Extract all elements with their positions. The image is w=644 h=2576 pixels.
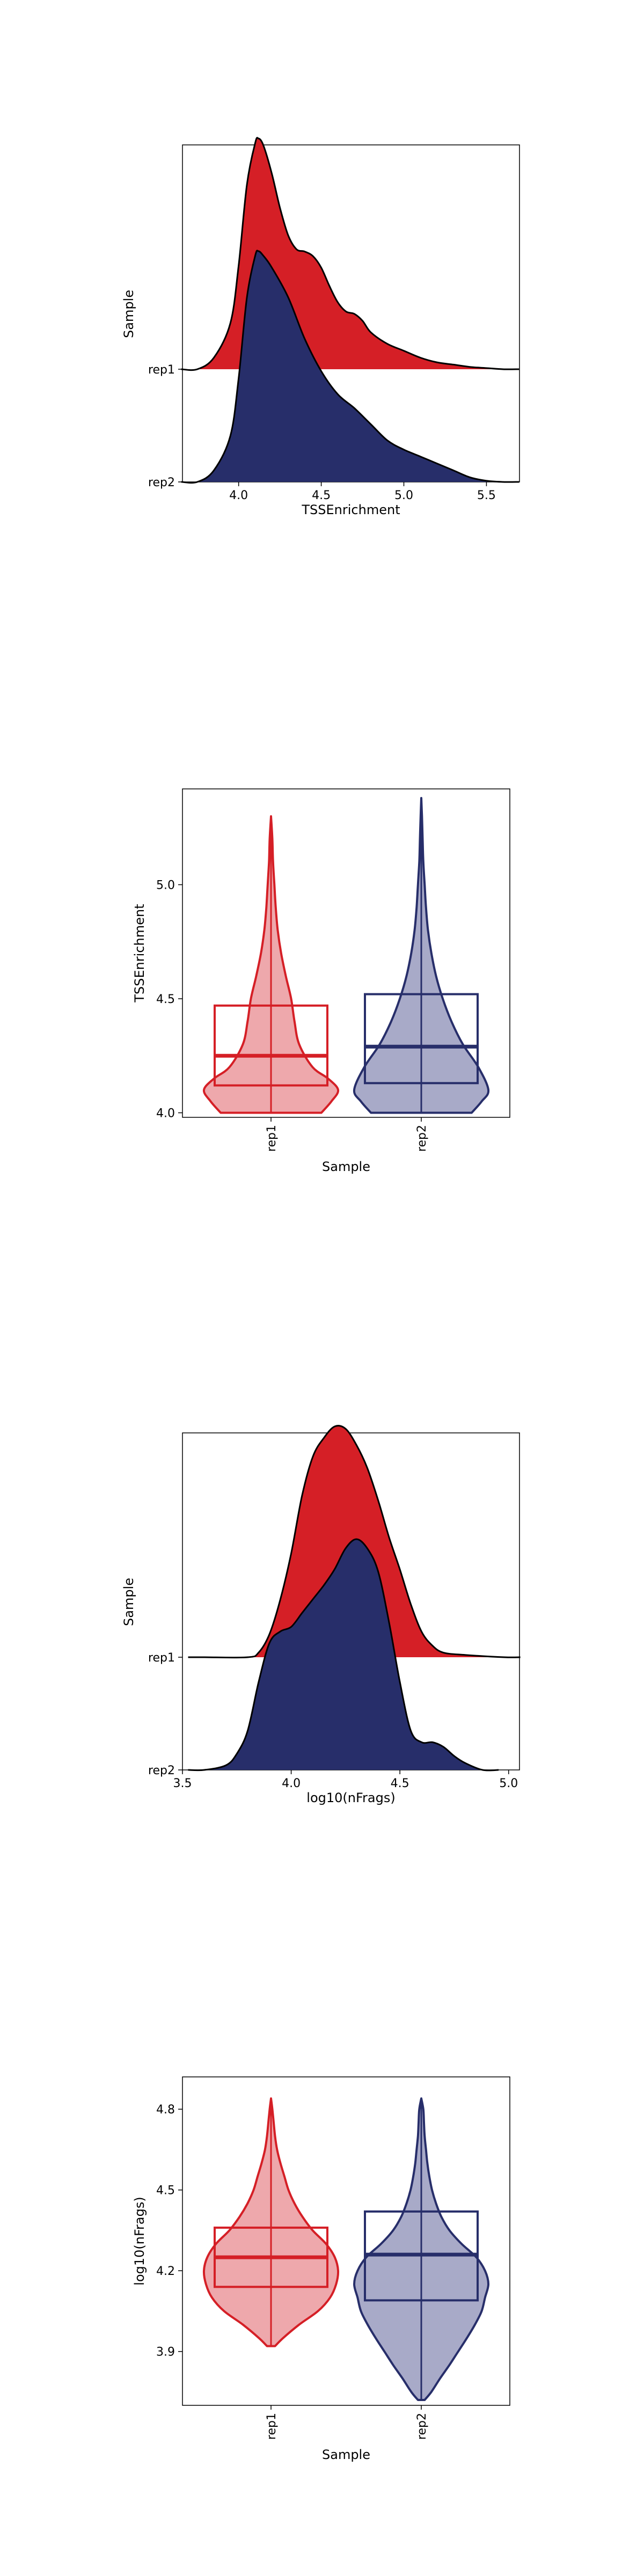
chart3-y-tick-label-3: 4.8 xyxy=(156,2103,175,2117)
chart0-x-tick-label-3: 5.5 xyxy=(477,489,496,502)
chart1-y-tick-label-2: 5.0 xyxy=(156,879,175,892)
chart0-x-axis-title: TSSEnrichment xyxy=(301,502,400,517)
chart0-x-tick-label-1: 4.5 xyxy=(312,489,331,502)
chart3-y-axis-title: log10(nFrags) xyxy=(132,2197,147,2285)
chart1-x-axis-title: Sample xyxy=(322,1159,370,1174)
chart0-y-axis-title: Sample xyxy=(121,290,136,338)
chart0-x-tick-label-0: 4.0 xyxy=(229,489,248,502)
tss-violin-svg: 4.0 4.5 5.0 rep1 rep2 Sample TSSEnrichment xyxy=(132,788,510,1174)
chart1-plot-frame xyxy=(182,788,510,1118)
chart1-box-rep2 xyxy=(364,993,479,1085)
tss-ridgeline-svg: 4.0 4.5 5.0 5.5 rep1 rep2 TSSEnrichment Sample xyxy=(121,137,520,517)
chart3-y-tick-label-2: 4.5 xyxy=(156,2184,175,2198)
chart1-y-tick-label-1: 4.5 xyxy=(156,993,175,1006)
chart2-y-tick-label-rep2: rep2 xyxy=(148,1764,175,1777)
chart1-x-tick-label-rep2: rep2 xyxy=(415,1125,429,1152)
chart0-ridge-fill-rep2 xyxy=(197,250,503,482)
chart2-x-axis-title: log10(nFrags) xyxy=(306,1790,395,1805)
chart0-ridge-outline-rep1 xyxy=(181,137,519,371)
chart-tss-violin: 4.0 4.5 5.0 rep1 rep2 Sample TSSEnrichment xyxy=(0,644,644,1288)
chart2-ridge-outline-rep2 xyxy=(188,1538,499,1772)
nfrags-ridgeline-svg: 3.5 4.0 4.5 5.0 rep1 rep2 log10(nFrags) Sample xyxy=(121,1425,521,1805)
chart3-x-tick-label-rep2: rep2 xyxy=(415,2413,429,2440)
chart3-x-tick-label-rep1: rep1 xyxy=(265,2413,279,2440)
chart2-y-axis-title: Sample xyxy=(121,1578,136,1626)
nfrags-violin-svg: 3.9 4.2 4.5 4.8 rep1 rep2 Sample log10(nFrags) xyxy=(132,2076,510,2462)
chart2-x-tick-label-2: 4.5 xyxy=(391,1777,409,1790)
chart-nfrags-ridgeline: 3.5 4.0 4.5 5.0 rep1 rep2 log10(nFrags) Sample xyxy=(0,1288,644,1932)
chart0-y-tick-label-rep2: rep2 xyxy=(148,476,175,489)
chart-nfrags-violin: 3.9 4.2 4.5 4.8 rep1 rep2 Sample log10(nFrags) xyxy=(0,1932,644,2576)
chart3-y-tick-label-0: 3.9 xyxy=(156,2346,175,2359)
chart1-box-rep1 xyxy=(214,1004,328,1087)
chart0-y-tick-label-rep1: rep1 xyxy=(148,363,175,377)
chart2-x-tick-label-1: 4.0 xyxy=(282,1777,301,1790)
chart-tss-ridgeline: 4.0 4.5 5.0 5.5 rep1 rep2 TSSEnrichment Sample xyxy=(0,0,644,644)
chart1-y-axis-title: TSSEnrichment xyxy=(132,904,147,1002)
chart0-ridge-outline-rep2 xyxy=(181,250,519,484)
chart2-x-tick-label-3: 5.0 xyxy=(499,1777,518,1790)
chart1-y-tick-label-0: 4.0 xyxy=(156,1107,175,1121)
chart3-y-tick-label-1: 4.2 xyxy=(156,2265,175,2278)
chart3-plot-frame xyxy=(182,2076,510,2406)
chart0-x-tick-label-2: 5.0 xyxy=(394,489,413,502)
chart2-ridge-fill-rep2 xyxy=(204,1539,483,1770)
chart2-ridge-outline-rep1 xyxy=(188,1425,521,1659)
chart2-y-tick-label-rep1: rep1 xyxy=(148,1651,175,1665)
chart1-x-tick-label-rep1: rep1 xyxy=(265,1125,279,1152)
chart2-x-tick-label-0: 3.5 xyxy=(173,1777,192,1790)
chart3-x-axis-title: Sample xyxy=(322,2447,370,2462)
